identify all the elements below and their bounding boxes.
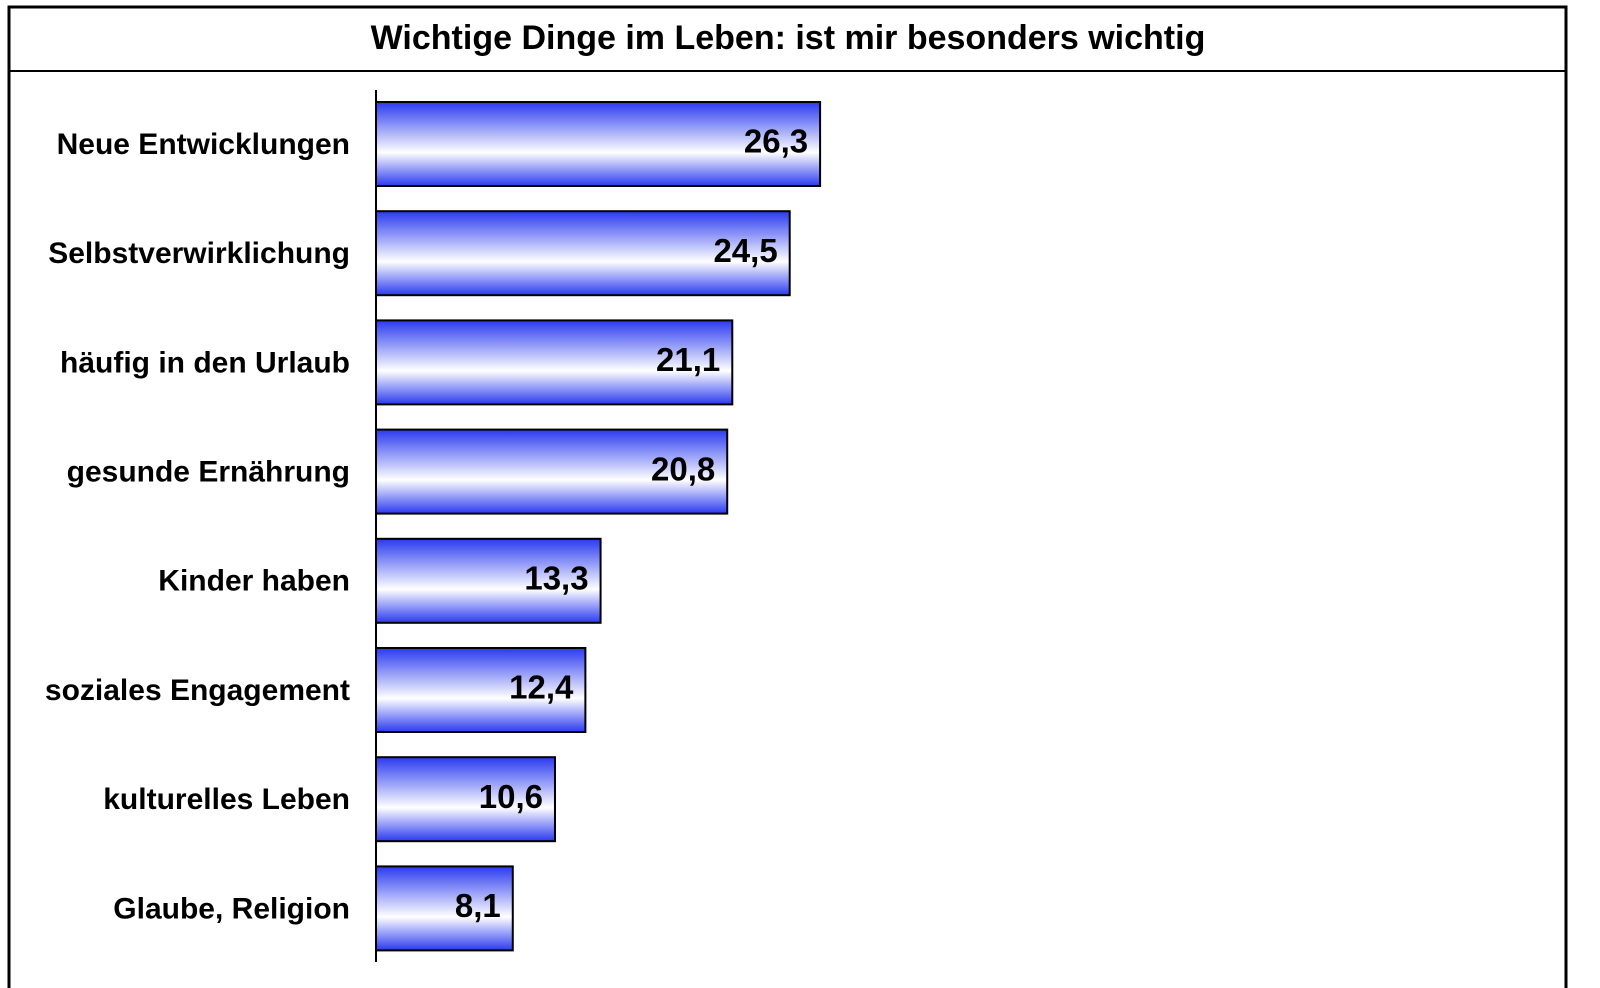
bar <box>375 319 734 406</box>
frame <box>7 5 1568 988</box>
category-label: gesunde Ernährung <box>67 456 350 489</box>
value-label: 20,8 <box>651 450 715 487</box>
bar <box>375 756 556 843</box>
category-label: soziales Engagement <box>45 674 350 707</box>
bar <box>375 647 587 733</box>
category-label: Neue Entwicklungen <box>57 128 350 161</box>
bar <box>375 428 729 515</box>
value-label: 13,3 <box>524 560 588 597</box>
value-label: 10,6 <box>479 778 543 815</box>
bar <box>375 865 514 952</box>
category-label: Selbstverwirklichung <box>48 237 350 270</box>
category-label: häufig in den Urlaub <box>60 346 350 379</box>
bar <box>375 210 791 297</box>
value-label: 12,4 <box>509 669 574 706</box>
category-label: Glaube, Religion <box>113 892 350 925</box>
category-label: kulturelles Leben <box>103 783 350 816</box>
value-label: 21,1 <box>656 341 720 378</box>
bar <box>375 101 822 187</box>
value-label: 26,3 <box>744 123 808 160</box>
chart-title: Wichtige Dinge im Leben: ist mir besonde… <box>371 19 1206 57</box>
category-label: Kinder haben <box>158 565 350 598</box>
bar <box>375 537 602 624</box>
value-label: 8,1 <box>455 887 501 924</box>
value-label: 24,5 <box>713 232 777 269</box>
